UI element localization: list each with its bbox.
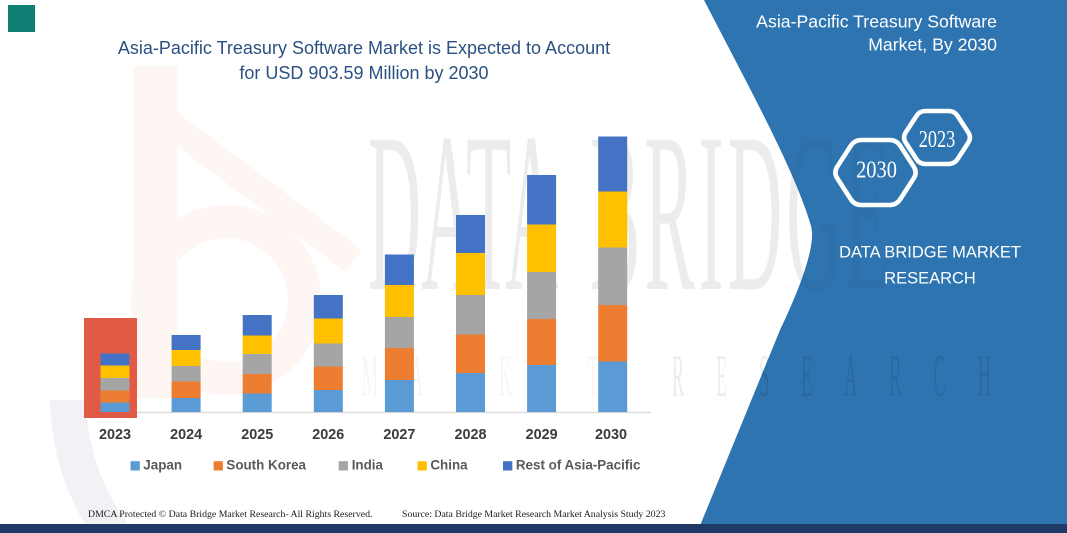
svg-text:2028: 2028 <box>454 427 486 443</box>
svg-text:2030: 2030 <box>595 427 627 443</box>
svg-text:Market, By 2030: Market, By 2030 <box>868 35 997 55</box>
svg-text:2026: 2026 <box>312 427 344 443</box>
svg-text:Asia-Pacific Treasury Software: Asia-Pacific Treasury Software <box>756 11 997 31</box>
svg-text:Asia-Pacific Treasury Software: Asia-Pacific Treasury Software Market is… <box>118 38 610 58</box>
svg-text:2030: 2030 <box>856 156 897 183</box>
svg-text:2027: 2027 <box>383 427 415 443</box>
svg-text:2024: 2024 <box>170 427 202 443</box>
svg-text:RESEARCH: RESEARCH <box>884 270 976 288</box>
svg-text:Source: Data Bridge Market Res: Source: Data Bridge Market Research Mark… <box>402 509 665 520</box>
svg-text:South Korea: South Korea <box>226 457 306 472</box>
svg-text:Japan: Japan <box>143 457 182 472</box>
svg-text:for USD 903.59 Million by 2030: for USD 903.59 Million by 2030 <box>239 63 488 83</box>
svg-text:2023: 2023 <box>99 427 131 443</box>
svg-text:2023: 2023 <box>919 126 955 153</box>
svg-text:DMCA Protected © Data Bridge M: DMCA Protected © Data Bridge Market Rese… <box>88 509 372 520</box>
svg-text:DATA BRIDGE MARKET: DATA BRIDGE MARKET <box>839 244 1021 262</box>
svg-text:China: China <box>430 457 468 472</box>
svg-text:India: India <box>352 457 384 472</box>
svg-text:Rest of Asia-Pacific: Rest of Asia-Pacific <box>516 457 641 472</box>
svg-text:2029: 2029 <box>526 427 558 443</box>
svg-text:2025: 2025 <box>241 427 273 443</box>
